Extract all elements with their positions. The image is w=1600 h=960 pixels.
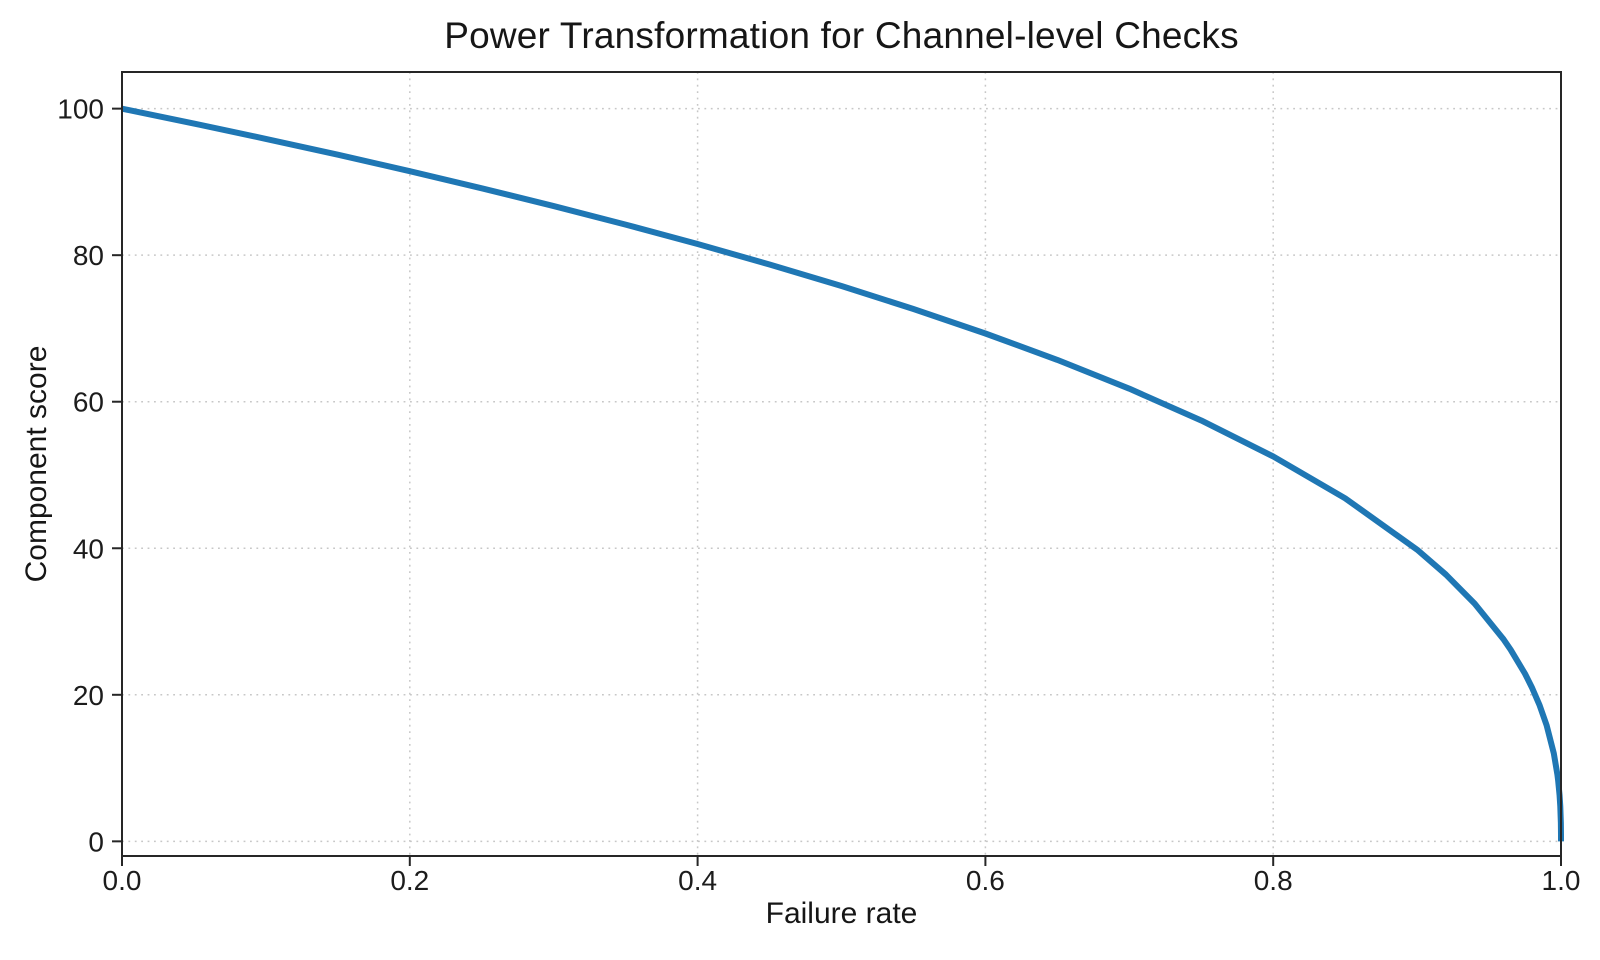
x-tick-label: 0.6	[966, 865, 1005, 896]
chart-title: Power Transformation for Channel-level C…	[444, 15, 1239, 56]
y-axis-label: Component score	[20, 345, 53, 583]
y-tick-label: 100	[57, 94, 104, 125]
x-tick-label: 0.2	[390, 865, 429, 896]
y-tick-label: 0	[88, 826, 104, 857]
x-tick-label: 0.0	[103, 865, 142, 896]
series-line	[121, 105, 1564, 842]
x-tick-label: 0.8	[1254, 865, 1293, 896]
y-tick-label: 60	[73, 387, 104, 418]
x-tick-label: 0.4	[678, 865, 717, 896]
y-tick-label: 20	[73, 680, 104, 711]
plot-border	[121, 71, 1562, 857]
x-tick-label: 1.0	[1542, 865, 1581, 896]
y-tick-label: 80	[73, 240, 104, 271]
y-tick-label: 40	[73, 533, 104, 564]
x-axis-label: Failure rate	[765, 897, 918, 930]
